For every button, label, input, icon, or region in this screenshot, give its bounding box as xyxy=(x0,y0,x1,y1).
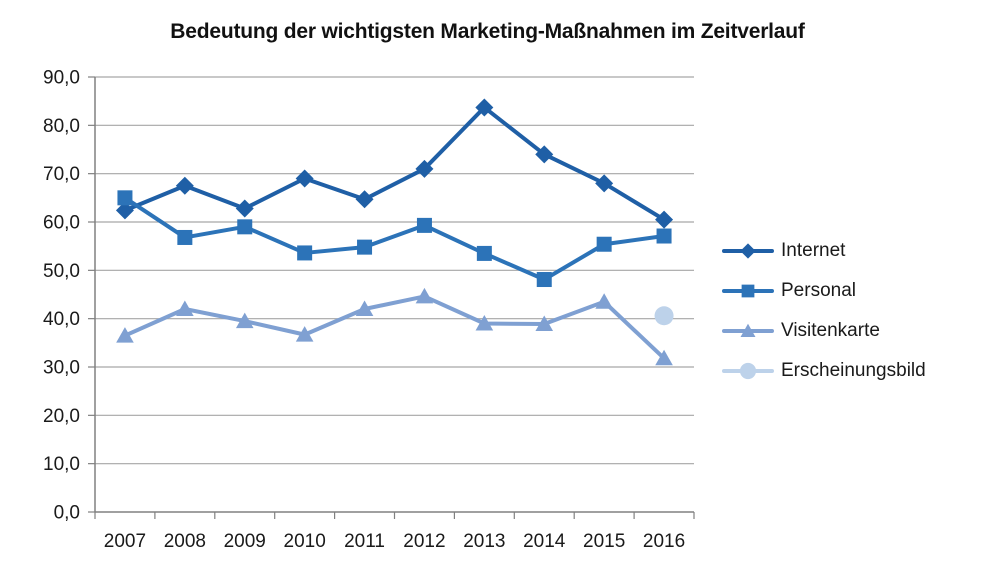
triangle-marker-icon xyxy=(535,315,554,331)
chart-title: Bedeutung der wichtigsten Marketing-Maßn… xyxy=(170,20,805,43)
x-axis-label: 2014 xyxy=(523,531,566,552)
diamond-marker-icon xyxy=(355,190,374,209)
square-marker-icon xyxy=(476,245,492,261)
y-axis-label: 80,0 xyxy=(43,116,80,137)
y-axis-label: 40,0 xyxy=(43,309,80,330)
diamond-marker-icon xyxy=(595,174,614,193)
legend-item-internet: Internet xyxy=(722,231,926,271)
circle-marker-icon xyxy=(739,362,757,380)
legend-label: Internet xyxy=(781,240,846,261)
triangle-marker-icon xyxy=(595,293,613,309)
triangle-marker-icon xyxy=(176,300,194,316)
diamond-marker-icon xyxy=(175,176,194,195)
diamond-marker-icon xyxy=(475,98,494,117)
square-marker-icon xyxy=(357,239,373,255)
triangle-marker-icon xyxy=(355,300,374,316)
legend-item-personal: Personal xyxy=(722,271,926,311)
legend-marker-square-icon xyxy=(722,284,774,298)
triangle-marker-icon xyxy=(475,315,494,331)
x-axis-label: 2009 xyxy=(224,531,266,552)
legend-marker-circle-icon xyxy=(722,362,774,380)
square-marker-icon xyxy=(117,190,133,206)
square-marker-icon xyxy=(416,217,432,233)
y-axis-label: 10,0 xyxy=(43,454,80,475)
x-axis-label: 2012 xyxy=(403,531,445,552)
x-axis-label: 2007 xyxy=(104,531,146,552)
triangle-marker-icon xyxy=(116,327,134,343)
diamond-marker-icon xyxy=(415,159,434,178)
diamond-marker-icon xyxy=(740,243,756,259)
x-axis-label: 2010 xyxy=(284,531,326,552)
legend-marker-diamond-icon xyxy=(722,243,774,259)
y-axis-label: 20,0 xyxy=(43,406,80,427)
legend-label: Personal xyxy=(781,280,856,301)
legend: Internet Personal Visitenkarte Erscheinu… xyxy=(722,231,926,391)
square-marker-icon xyxy=(741,284,755,298)
square-marker-icon xyxy=(536,272,552,288)
diamond-marker-icon xyxy=(235,199,254,218)
triangle-marker-icon xyxy=(235,312,254,329)
x-axis-label: 2011 xyxy=(344,531,385,552)
square-marker-icon xyxy=(237,219,253,235)
diamond-marker-icon xyxy=(115,201,134,220)
x-axis-label: 2015 xyxy=(583,531,625,552)
y-axis-label: 30,0 xyxy=(43,358,80,379)
triangle-marker-icon xyxy=(295,326,314,342)
legend-marker-triangle-icon xyxy=(722,323,774,337)
square-marker-icon xyxy=(297,245,313,261)
series-line-internet xyxy=(122,105,667,222)
triangle-marker-icon xyxy=(415,287,434,304)
diamond-marker-icon xyxy=(295,169,314,188)
diamond-marker-icon xyxy=(535,145,554,164)
y-axis-label: 90,0 xyxy=(43,68,80,89)
series-line-personal xyxy=(122,195,667,282)
diamond-marker-icon xyxy=(655,210,674,229)
triangle-marker-icon xyxy=(655,349,673,366)
square-marker-icon xyxy=(177,229,193,245)
square-marker-icon xyxy=(596,236,612,252)
y-axis-label: 50,0 xyxy=(43,261,80,282)
y-axis-label: 70,0 xyxy=(43,164,80,185)
legend-label: Erscheinungsbild xyxy=(781,360,926,381)
legend-label: Visitenkarte xyxy=(781,320,880,341)
y-axis-label: 60,0 xyxy=(43,213,80,234)
y-axis-label: 0,0 xyxy=(54,503,80,524)
triangle-marker-icon xyxy=(740,323,756,337)
series-line-visitenkarte xyxy=(122,294,667,361)
x-axis-label: 2008 xyxy=(164,531,206,552)
circle-marker-icon xyxy=(654,306,674,326)
legend-item-visitenkarte: Visitenkarte xyxy=(722,311,926,351)
x-axis-label: 2016 xyxy=(643,531,685,552)
square-marker-icon xyxy=(656,228,672,244)
legend-item-erscheinungsbild: Erscheinungsbild xyxy=(722,351,926,391)
x-axis-label: 2013 xyxy=(463,531,505,552)
